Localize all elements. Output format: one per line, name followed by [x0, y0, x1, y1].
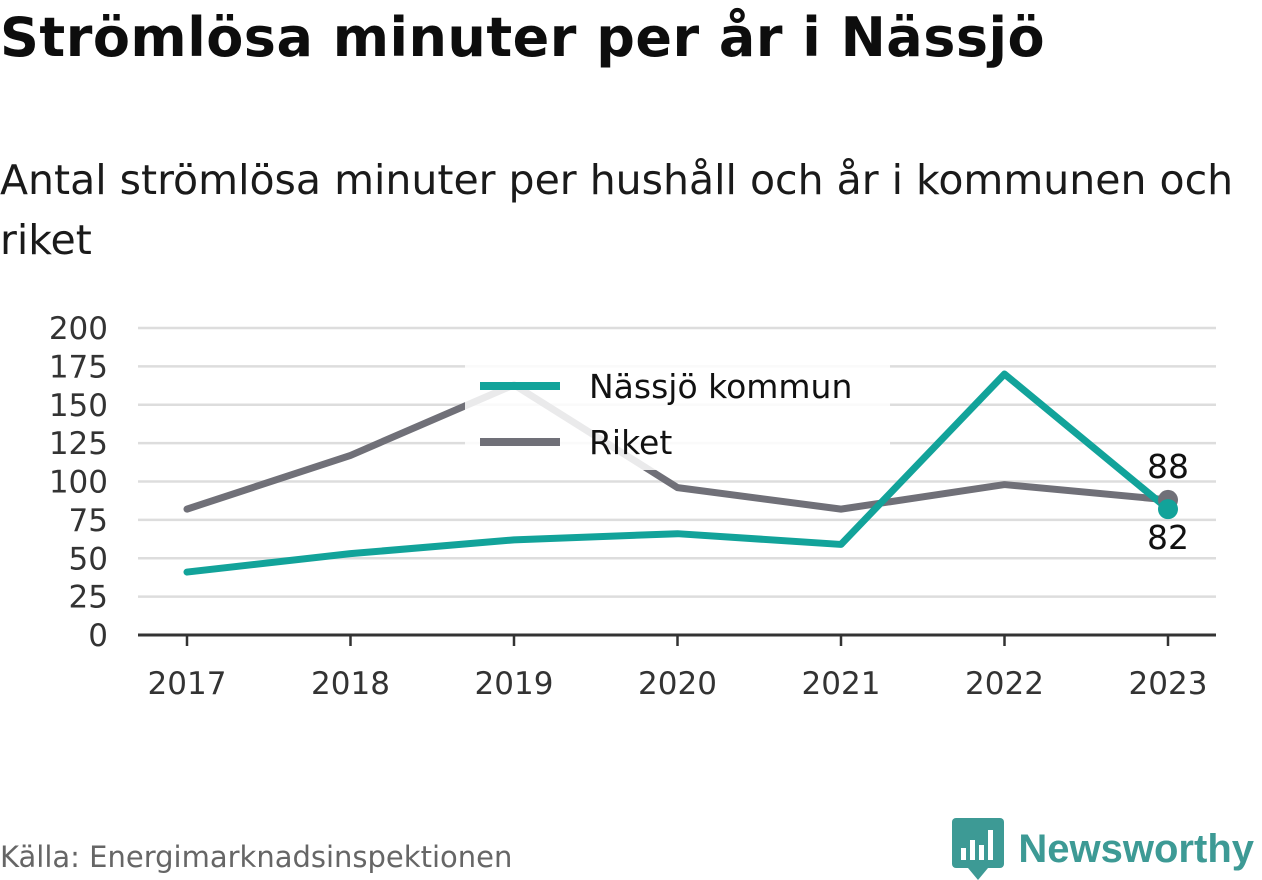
- legend-label: Riket: [589, 423, 672, 462]
- series-lines: [183, 370, 1178, 576]
- brand-logo: Newsworthy: [952, 818, 1254, 880]
- chart-title: Strömlösa minuter per år i Nässjö: [0, 6, 1046, 69]
- brand-name: Newsworthy: [1018, 826, 1254, 871]
- y-tick-label: 25: [69, 580, 108, 616]
- newsworthy-logo-icon: [952, 818, 1005, 880]
- y-tick-label: 125: [49, 426, 108, 462]
- x-tick-label: 2019: [475, 666, 554, 702]
- x-tick-label: 2021: [802, 666, 881, 702]
- y-tick-label: 50: [69, 541, 108, 577]
- source-note: Källa: Energimarknadsinspektionen: [0, 840, 513, 874]
- x-tick-label: 2020: [638, 666, 717, 702]
- end-point-0: [1158, 499, 1178, 520]
- x-tick-label: 2018: [311, 666, 390, 702]
- x-tick-label: 2017: [148, 666, 227, 702]
- x-tick-label: 2022: [965, 666, 1044, 702]
- chart-subtitle: Antal strömlösa minuter per hushåll och …: [0, 156, 1234, 264]
- end-labels: 88 82: [1147, 447, 1189, 557]
- y-tick-label: 0: [88, 618, 108, 654]
- y-tick-label: 150: [49, 388, 108, 424]
- legend: Nässjö kommun Riket: [465, 362, 890, 470]
- x-axis-ticks: 2017 2018 2019 2020 2021 2022 2023: [138, 633, 1216, 702]
- legend-box: [465, 362, 890, 470]
- series-line-1: [183, 381, 1172, 513]
- series-line-0: [183, 370, 1172, 576]
- end-label-nassjo: 82: [1147, 518, 1189, 557]
- y-tick-label: 75: [69, 503, 108, 539]
- legend-label: Nässjö kommun: [589, 367, 852, 406]
- y-tick-label: 100: [49, 465, 108, 501]
- x-tick-label: 2023: [1129, 666, 1208, 702]
- y-tick-label: 200: [49, 311, 108, 347]
- y-tick-label: 175: [49, 349, 108, 385]
- end-label-riket: 88: [1147, 447, 1189, 486]
